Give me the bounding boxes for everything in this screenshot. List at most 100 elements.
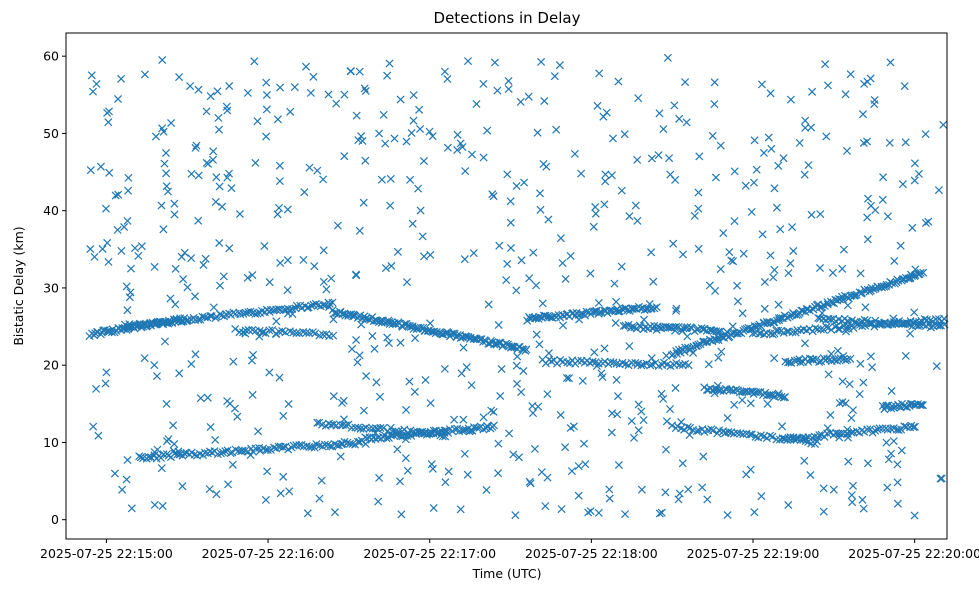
data-point <box>608 134 618 143</box>
data-point <box>758 230 767 239</box>
data-point <box>101 379 110 388</box>
data-point <box>506 197 515 206</box>
data-point <box>483 126 492 135</box>
data-point <box>774 161 783 170</box>
data-point <box>665 405 675 414</box>
data-point <box>537 57 546 66</box>
data-point <box>766 89 775 98</box>
data-point <box>563 358 572 367</box>
data-point <box>511 511 520 520</box>
data-point <box>329 331 338 340</box>
data-point <box>815 431 824 440</box>
y-tick-label: 50 <box>43 126 59 141</box>
data-point <box>567 467 576 476</box>
data-point <box>657 389 666 398</box>
data-point <box>117 74 126 83</box>
data-point <box>206 311 215 321</box>
data-point <box>776 225 785 234</box>
data-point <box>402 137 411 146</box>
data-point <box>747 430 756 439</box>
data-point <box>355 226 364 235</box>
data-point <box>159 450 168 459</box>
data-point <box>586 507 595 516</box>
data-point <box>160 159 169 168</box>
data-point <box>809 355 818 364</box>
data-point <box>634 359 643 368</box>
data-point <box>921 130 930 139</box>
data-point <box>175 369 184 378</box>
data-point <box>199 260 208 270</box>
data-point <box>231 324 240 333</box>
data-point <box>561 274 570 284</box>
data-point <box>432 429 441 438</box>
data-point <box>784 358 793 367</box>
data-point <box>716 265 725 274</box>
data-point <box>341 421 350 430</box>
data-point <box>102 368 111 377</box>
data-point <box>675 114 684 123</box>
data-point <box>856 359 865 368</box>
data-point <box>316 302 325 311</box>
data-point <box>261 495 270 504</box>
data-point <box>883 212 892 221</box>
data-point <box>647 304 656 313</box>
data-point <box>630 323 639 332</box>
data-point <box>359 406 368 415</box>
data-point <box>529 248 538 257</box>
data-point <box>370 344 379 353</box>
data-point <box>634 400 643 409</box>
data-point <box>822 132 831 141</box>
data-point <box>318 330 328 339</box>
data-point <box>821 316 830 325</box>
data-point <box>535 340 544 349</box>
data-point <box>786 95 795 104</box>
data-point <box>617 186 626 195</box>
data-point <box>319 175 328 184</box>
data-point <box>140 354 149 363</box>
data-point <box>788 223 797 232</box>
data-point <box>612 297 621 306</box>
data-point <box>601 170 610 179</box>
data-point <box>441 478 450 487</box>
data-point <box>114 190 123 199</box>
data-point <box>456 505 465 514</box>
data-point <box>89 422 98 431</box>
data-point <box>340 90 349 99</box>
data-point <box>269 443 279 452</box>
data-point <box>747 207 756 216</box>
data-point <box>457 369 466 378</box>
data-point <box>235 209 244 219</box>
data-point <box>605 494 614 503</box>
data-point <box>856 269 865 278</box>
data-point <box>179 275 188 284</box>
data-point <box>222 102 231 111</box>
data-point <box>835 399 844 408</box>
data-point <box>800 456 809 465</box>
data-point <box>681 343 690 352</box>
data-point <box>552 125 561 134</box>
data-point <box>489 421 499 430</box>
data-point <box>787 358 796 367</box>
data-point <box>789 433 798 442</box>
data-point <box>525 274 534 283</box>
data-point <box>393 247 402 256</box>
data-point <box>760 277 769 287</box>
data-point <box>816 325 825 334</box>
data-point <box>772 203 781 212</box>
data-point <box>897 446 906 455</box>
data-point <box>649 277 658 286</box>
data-point <box>796 358 805 367</box>
data-point <box>305 163 314 172</box>
data-point <box>674 495 683 504</box>
data-point <box>790 356 799 365</box>
data-point <box>893 460 902 469</box>
data-point <box>357 320 366 329</box>
data-point <box>212 490 221 499</box>
data-point <box>703 495 712 504</box>
data-point <box>512 286 521 295</box>
data-point <box>519 366 528 376</box>
data-point <box>843 301 852 310</box>
data-point <box>601 177 610 186</box>
data-point <box>677 417 686 427</box>
data-point <box>662 417 671 426</box>
